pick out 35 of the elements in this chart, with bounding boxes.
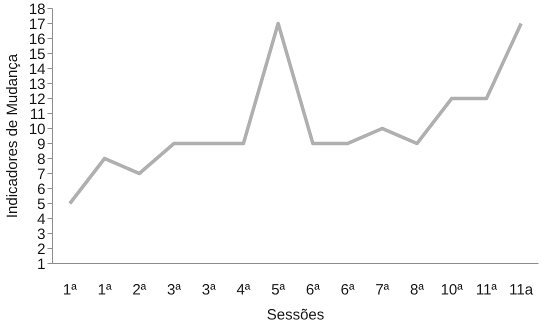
y-tick-label: 9 bbox=[37, 136, 46, 153]
x-tick-label: 10ª bbox=[440, 282, 464, 298]
y-tick-label: 6 bbox=[37, 181, 46, 198]
x-tick-label: 1ª bbox=[98, 282, 112, 298]
y-tick-label: 4 bbox=[37, 211, 46, 228]
x-tick-label: 5ª bbox=[271, 282, 286, 298]
x-tick-label: 2ª bbox=[132, 282, 147, 298]
y-tick-label: 18 bbox=[28, 1, 46, 18]
y-tick-label: 8 bbox=[37, 151, 46, 168]
y-tick-label: 2 bbox=[37, 241, 46, 258]
x-tick-label: 6ª bbox=[306, 282, 320, 298]
y-tick-label: 13 bbox=[28, 76, 46, 93]
y-axis-title: Indicadores de Mudança bbox=[4, 53, 21, 218]
y-tick-label: 7 bbox=[37, 166, 46, 183]
y-tick-label: 16 bbox=[28, 31, 46, 48]
x-tick-label: 11a bbox=[509, 282, 534, 298]
x-tick-label: 3ª bbox=[167, 282, 182, 298]
x-tick-label: 6ª bbox=[340, 282, 355, 298]
x-tick-label: 1ª bbox=[62, 282, 78, 298]
y-tick-label: 15 bbox=[28, 46, 46, 63]
y-tick-label: 17 bbox=[28, 16, 46, 33]
x-tick-label: 3ª bbox=[202, 282, 216, 298]
line-series bbox=[68, 22, 523, 206]
y-tick-label: 10 bbox=[28, 121, 46, 138]
x-tick-label: 8ª bbox=[410, 282, 424, 298]
y-tick-label: 14 bbox=[28, 61, 46, 78]
x-tick-label: 4ª bbox=[236, 282, 251, 298]
y-tick-label: 1 bbox=[37, 256, 46, 273]
y-tick-label: 3 bbox=[37, 226, 46, 243]
x-tick-label: 7ª bbox=[375, 282, 390, 298]
x-axis-title: Sessões bbox=[266, 306, 324, 324]
y-tick-label: 11 bbox=[30, 106, 46, 123]
y-tick-label: 12 bbox=[28, 91, 46, 108]
y-tick-label: 5 bbox=[37, 196, 46, 213]
x-tick-label: 11ª bbox=[476, 282, 498, 298]
